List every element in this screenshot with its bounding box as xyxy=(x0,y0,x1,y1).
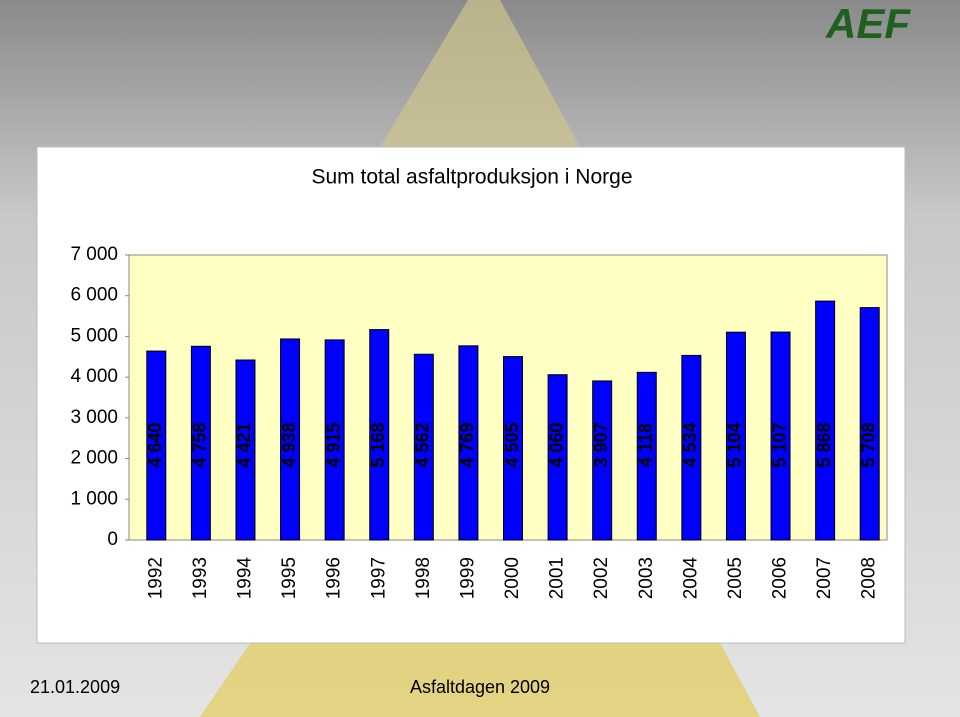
x-tick-label: 1992 xyxy=(145,557,166,599)
value-label: 4 758 xyxy=(190,422,210,467)
bar xyxy=(190,345,211,541)
value-label: 4 562 xyxy=(413,422,433,467)
bar xyxy=(681,354,702,541)
value-label: 4 421 xyxy=(234,422,254,467)
x-tick-label: 2001 xyxy=(547,557,568,599)
x-tick-label: 1996 xyxy=(324,557,345,599)
y-tick-label: 0 xyxy=(107,529,118,550)
road-stripe xyxy=(380,0,580,147)
y-tick-label: 1 000 xyxy=(70,488,118,509)
bar xyxy=(725,331,746,541)
bar xyxy=(324,339,345,541)
y-tick-label: 2 000 xyxy=(70,448,118,469)
value-label: 5 708 xyxy=(858,422,878,467)
value-label: 4 640 xyxy=(145,422,165,467)
value-label: 5 868 xyxy=(814,422,834,467)
x-tick-label: 1995 xyxy=(279,557,300,599)
value-label: 4 118 xyxy=(636,423,656,467)
road-stripe xyxy=(200,643,760,717)
value-label: 4 505 xyxy=(502,422,522,467)
x-tick-label: 2006 xyxy=(770,557,791,599)
y-tick-label: 7 000 xyxy=(70,244,118,265)
x-tick-label: 1993 xyxy=(190,557,211,599)
value-label: 4 534 xyxy=(680,422,700,467)
x-tick-label: 2005 xyxy=(725,557,746,599)
x-tick-label: 2004 xyxy=(680,557,701,600)
x-tick-label: 2000 xyxy=(502,557,523,599)
bar xyxy=(413,353,434,541)
x-tick-label: 1998 xyxy=(413,557,434,599)
bar xyxy=(146,350,167,541)
bar xyxy=(369,329,390,541)
y-tick-label: 5 000 xyxy=(70,325,118,346)
x-tick-label: 1999 xyxy=(457,557,478,599)
x-tick-label: 2002 xyxy=(591,557,612,599)
y-tick-label: 4 000 xyxy=(70,366,118,387)
x-tick-label: 1997 xyxy=(368,557,389,599)
value-label: 4 769 xyxy=(457,422,477,467)
value-label: 3 907 xyxy=(591,422,611,467)
footer-date: 21.01.2009 xyxy=(30,677,120,697)
x-tick-label: 2008 xyxy=(859,557,880,599)
x-tick-label: 2007 xyxy=(814,557,835,599)
value-label: 5 107 xyxy=(769,422,789,467)
value-label: 4 915 xyxy=(323,422,343,467)
y-tick-label: 3 000 xyxy=(70,407,118,428)
bar xyxy=(636,371,657,541)
chart-title: Sum total asfaltproduksjon i Norge xyxy=(312,166,633,189)
bar xyxy=(458,345,479,541)
y-tick-label: 6 000 xyxy=(70,285,118,306)
bar xyxy=(592,380,613,541)
bar xyxy=(547,374,568,541)
bar xyxy=(815,300,836,541)
bar xyxy=(859,307,880,541)
logo: AEF xyxy=(825,0,911,47)
footer-event: Asfaltdagen 2009 xyxy=(410,677,550,697)
x-tick-label: 2003 xyxy=(636,557,657,599)
value-label: 5 104 xyxy=(725,422,745,467)
value-label: 4 938 xyxy=(279,422,299,467)
bar xyxy=(503,356,523,541)
value-label: 5 168 xyxy=(368,422,388,467)
bar xyxy=(235,359,256,541)
bar xyxy=(280,338,301,541)
value-label: 4 060 xyxy=(546,422,566,467)
bar xyxy=(770,331,791,541)
x-tick-label: 1994 xyxy=(234,557,255,600)
